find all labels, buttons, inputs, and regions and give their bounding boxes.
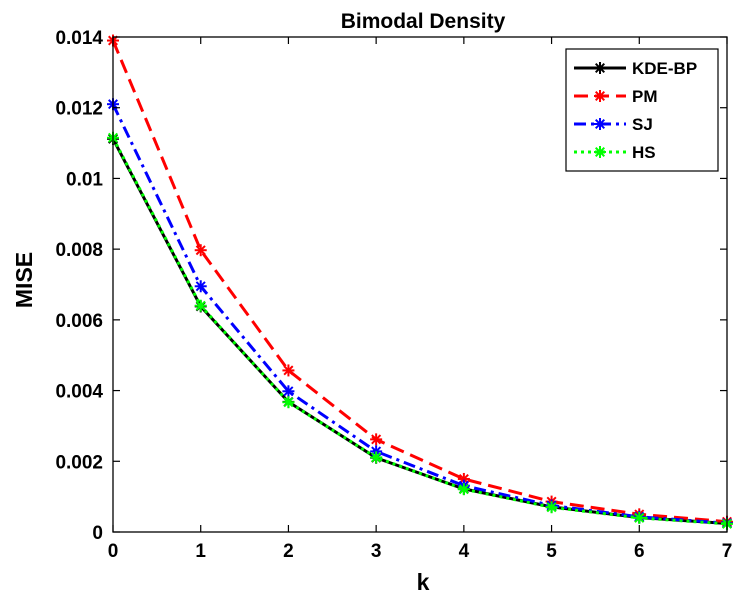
legend-label: HS [632,143,656,162]
data-point-hs [633,512,645,524]
y-tick-label: 0.014 [55,28,103,49]
data-point-sj [195,280,207,292]
data-point-pm [195,244,207,256]
y-tick-label: 0.004 [55,382,103,403]
x-tick-label: 7 [722,541,733,562]
legend-marker [594,90,606,102]
x-tick-label: 2 [283,541,294,562]
x-axis-label: k [417,569,430,595]
y-tick-label: 0.012 [55,99,103,120]
x-tick-label: 4 [459,541,470,562]
y-tick-label: 0.008 [55,240,103,261]
data-point-hs [458,483,470,495]
x-tick-label: 6 [634,541,645,562]
data-point-sj [282,385,294,397]
legend-marker [594,146,606,158]
y-tick-label: 0.002 [55,452,103,473]
y-tick-label: 0 [92,523,103,544]
data-point-hs [282,396,294,408]
chart-title: Bimodal Density [341,10,506,33]
series-line-hs [113,138,727,524]
legend-marker [594,118,606,130]
data-point-pm [282,364,294,376]
y-axis-label: MISE [11,252,37,308]
x-tick-label: 5 [546,541,557,562]
data-point-hs [370,451,382,463]
legend: KDE-BP PM SJ HS [566,49,718,171]
legend-label: SJ [632,115,653,134]
x-tick-label: 0 [108,541,119,562]
data-point-hs [195,300,207,312]
y-tick-label: 0.006 [55,311,103,332]
legend-label: KDE-BP [632,59,697,78]
x-tick-label: 1 [195,541,206,562]
legend-marker [594,62,606,74]
series-line-kde-bp [113,139,727,524]
data-point-pm [370,433,382,445]
data-point-hs [546,501,558,513]
legend-label: PM [632,87,658,106]
y-tick-label: 0.01 [66,169,103,190]
x-tick-label: 3 [371,541,382,562]
